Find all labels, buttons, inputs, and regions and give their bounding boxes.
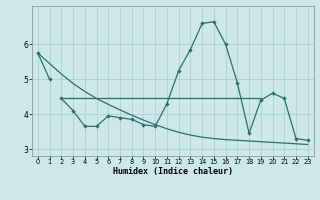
X-axis label: Humidex (Indice chaleur): Humidex (Indice chaleur) [113,167,233,176]
